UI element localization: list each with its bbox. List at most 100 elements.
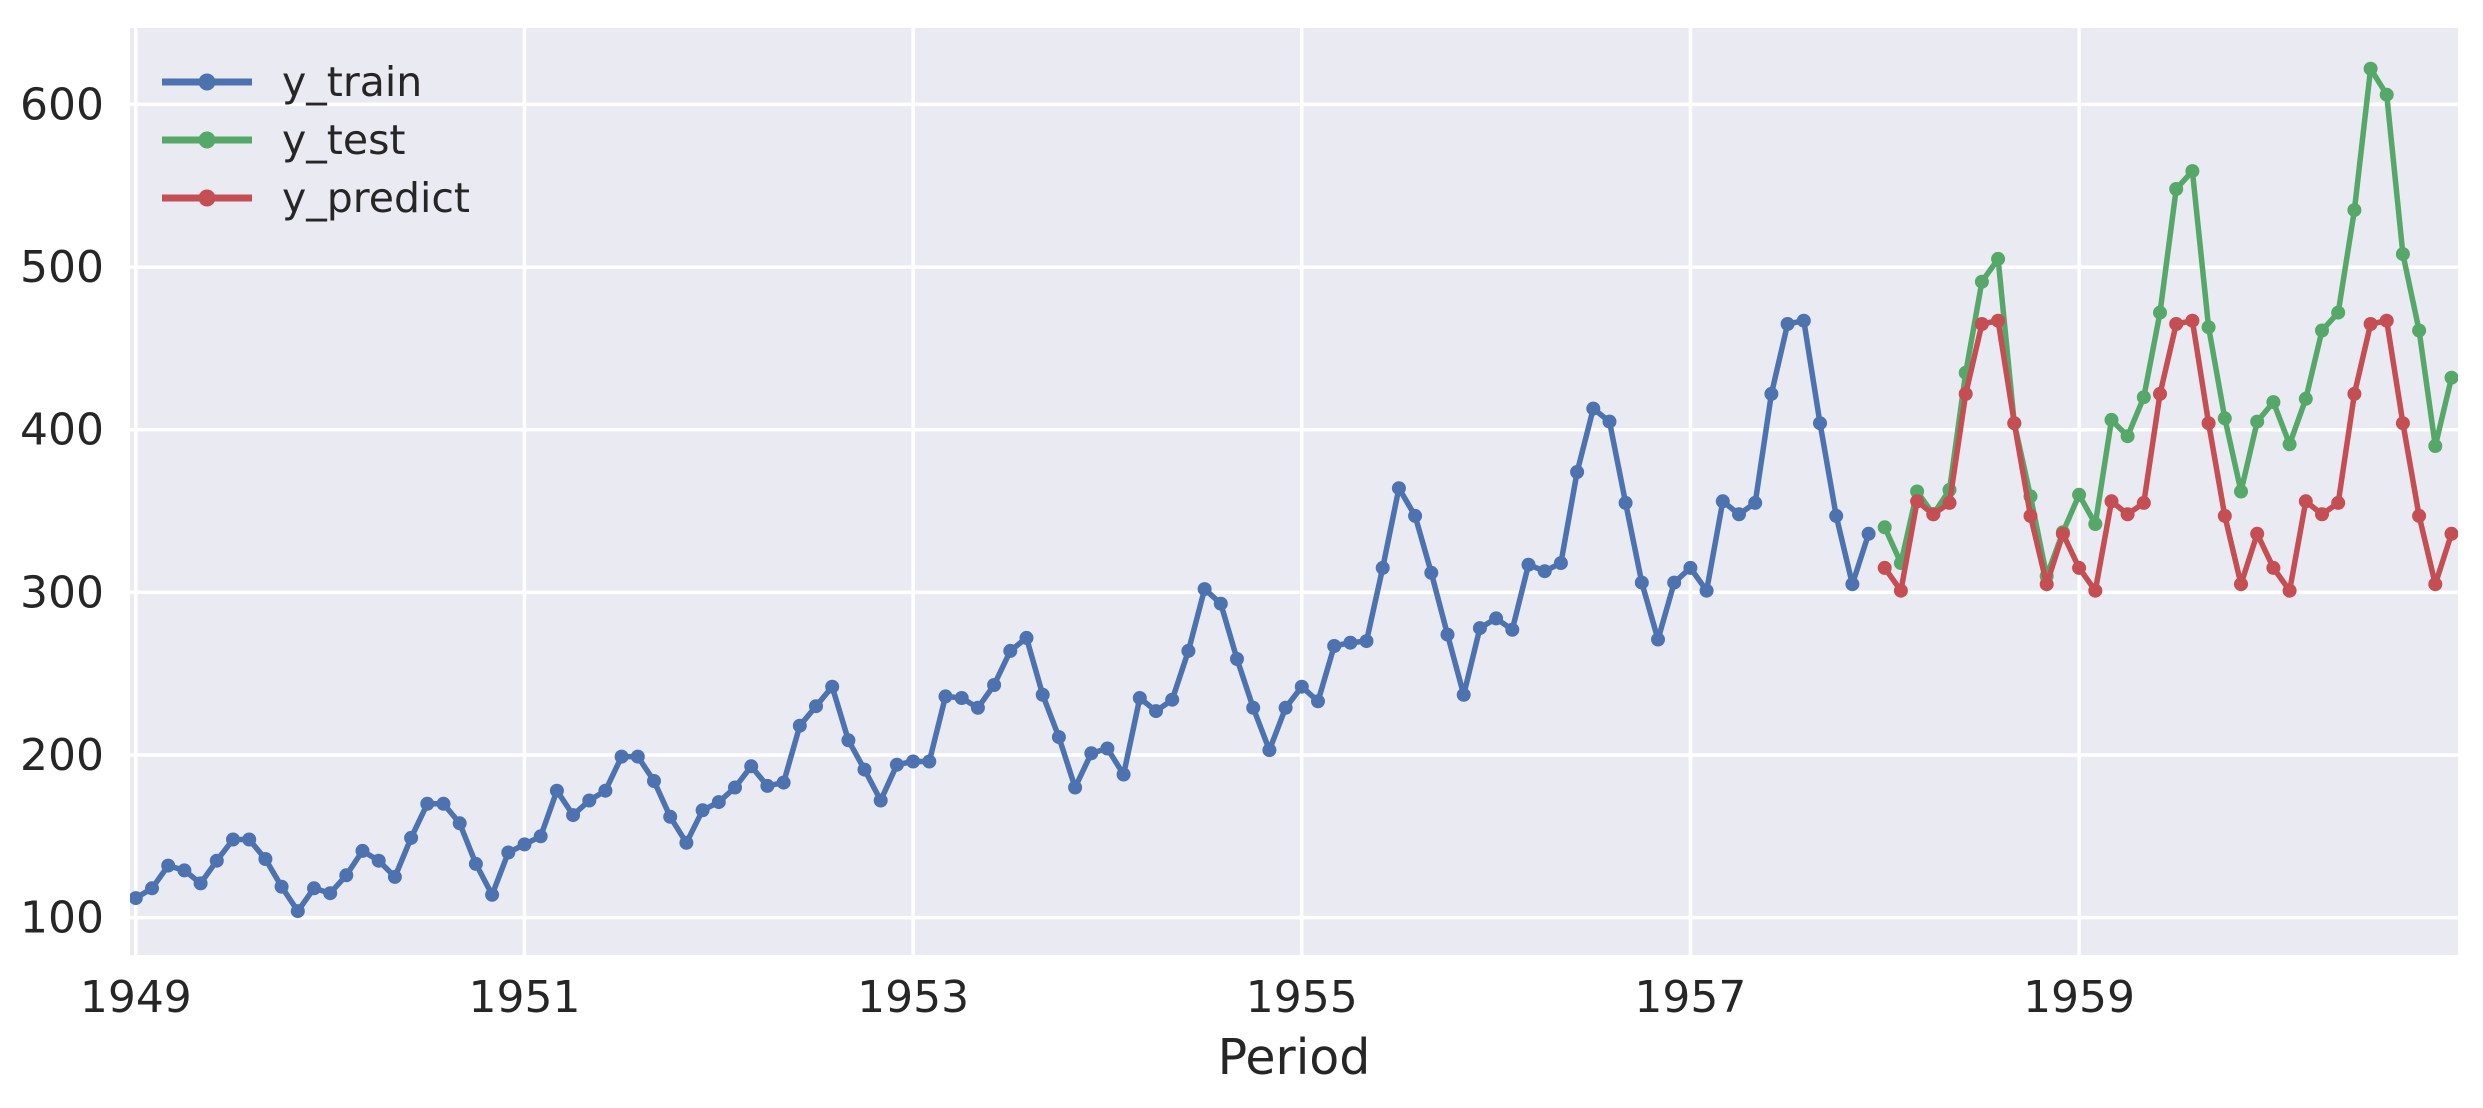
y-axis-ticks: 100 200 300 400 500 600 [20,79,104,943]
series-y_train-marker [1375,560,1390,575]
x-axis-label: Period [1218,1029,1371,1086]
series-y_train-marker [274,879,289,894]
y-tick-label: 600 [20,79,104,130]
series-y_train-marker [695,803,710,818]
series-y_test-marker [1974,274,1989,289]
series-y_train-marker [1035,687,1050,702]
series-y_predict-marker [2250,526,2265,541]
series-y_train-marker [744,759,759,774]
series-y_predict-marker [2136,495,2151,510]
series-y_train-marker [339,868,354,883]
series-y_train-marker [468,856,483,871]
series-y_train-marker [549,783,564,798]
series-y_train-marker [809,699,823,714]
series-y_test-marker [2379,87,2394,102]
series-y_test-marker [1877,520,1892,535]
series-y_train-marker [1084,746,1099,761]
series-y_train-marker [1181,643,1196,658]
series-y_predict-marker [1958,386,1973,401]
series-y_predict-marker [2007,416,2022,431]
series-y_train-marker [1165,692,1180,707]
series-y_train-marker [1051,730,1066,745]
gridlines [130,28,2458,955]
series-y_train-marker [1100,741,1115,756]
series-y_train-marker [1149,704,1163,719]
series-y_predict-marker [2023,508,2038,523]
x-axis-ticks: 1949 1951 1953 1955 1957 1959 [80,972,2135,1023]
series-y_train-marker [145,881,159,896]
series-y_train-marker [209,853,224,868]
series-y_train-marker [841,733,856,748]
series-y_predict-line [1882,317,2455,594]
series-y_train-marker [130,891,143,906]
series-y_test-marker [2266,395,2281,410]
series-y_train-marker [1294,679,1309,694]
series-y_predict-marker [2039,577,2054,592]
series-y_predict-marker [2395,416,2410,431]
series-y_test-marker [2347,203,2362,218]
series-y_predict-marker [2282,583,2297,598]
series-y_train-marker [1456,687,1471,702]
series-y_train-marker [1586,401,1601,416]
series-y_test-marker [2185,164,2200,179]
series-y_predict-marker [2185,313,2200,328]
series-y_train-marker [436,796,451,811]
series-y_test-marker [2331,305,2346,320]
series-y_train-marker [177,863,192,878]
series-y_predict-marker [1926,507,1941,522]
series-y_train-marker [679,835,694,850]
series-y_train-marker [1748,495,1763,510]
series-y_train-marker [776,775,791,790]
series-y_train-marker [857,762,872,777]
series-y_train-marker [1602,414,1617,429]
series-y_train-marker [420,796,435,811]
series-y_train-marker [485,887,500,902]
series-y_test-marker [2104,412,2119,427]
series-y_train-marker [1068,780,1083,795]
series-y_predict-marker [2412,508,2427,523]
legend-label: y_train [282,58,422,106]
series-y_test-marker [2120,429,2135,444]
series-y_train-marker [1553,556,1568,571]
legend-label: y_test [282,116,406,164]
series-y_train-marker [501,845,516,860]
series-y_test-marker [2153,305,2167,320]
series-y_test-marker [2412,323,2427,338]
series-y_train-marker [290,904,305,919]
series-y_predict-marker [2120,507,2135,522]
y-tick-label: 400 [20,405,104,456]
series-y_train-marker [1715,494,1730,509]
x-tick-label: 1959 [2023,972,2135,1023]
series-y_predict-marker [2055,526,2070,541]
series-y_train-marker [307,881,321,896]
series-y_train-marker [1132,691,1147,705]
series-y_predict-marker [2088,583,2103,598]
series-y_train-marker [1116,767,1131,782]
series-y_train-marker [1262,743,1277,758]
y-tick-label: 200 [20,730,104,781]
series-y_train-marker [1845,577,1860,592]
series-y_train-marker [1829,508,1844,523]
series-y_train-marker [1327,639,1342,653]
series-y_test-line [1882,65,2455,579]
series-y_train-marker [1667,575,1682,590]
series-y_train-marker [1570,465,1585,479]
series-y_train-marker [1618,495,1633,510]
series-y_predict-marker [1893,583,1908,598]
series-y_train-marker [1343,635,1358,650]
series-y_test-marker [2201,320,2216,335]
series-y_predict-marker [2234,577,2248,592]
series-y_train-marker [873,793,888,808]
series-y_train-marker [954,691,969,705]
x-tick-label: 1957 [1634,972,1746,1023]
series-y_train-marker [598,783,613,798]
y-tick-label: 500 [20,242,104,293]
series-y_predict-marker [2298,494,2313,509]
series-y_train-marker [1764,386,1779,401]
series-y_train-marker [226,832,240,847]
series-y_train-marker [970,700,985,715]
series-y_test-marker [2444,370,2458,385]
series-y_train-marker [711,795,726,810]
series-y_train-marker [1408,508,1423,523]
